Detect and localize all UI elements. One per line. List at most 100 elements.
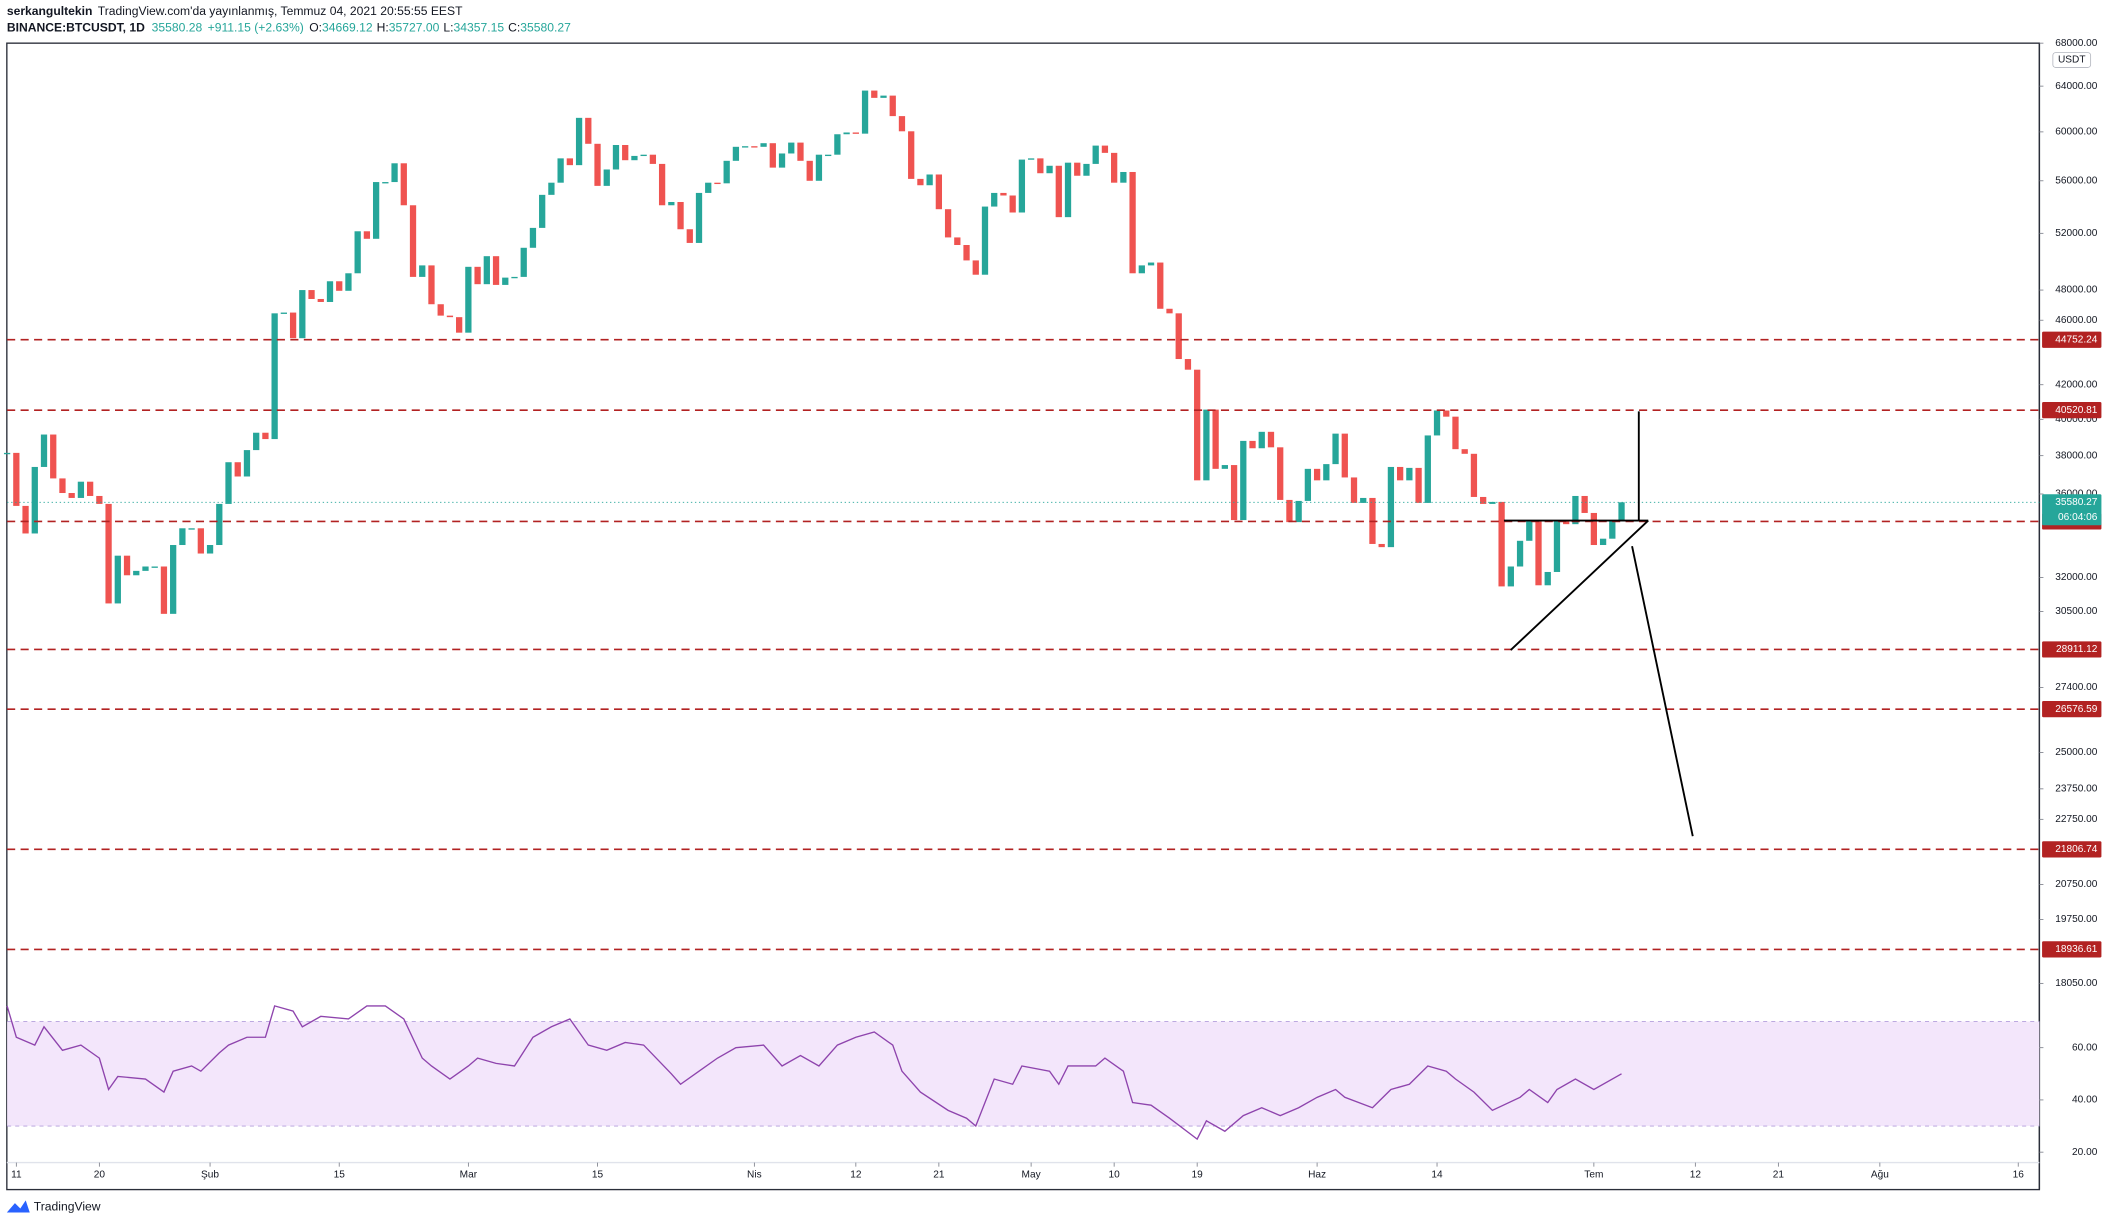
last-price-bg [2042, 494, 2102, 526]
candle [1341, 433, 1348, 478]
candle [1590, 512, 1598, 546]
candle [372, 182, 380, 239]
candle [1304, 468, 1312, 501]
candle [1461, 449, 1468, 454]
y-tick-label: 20750.00 [2055, 879, 2098, 890]
candle [594, 143, 601, 186]
candle [1018, 159, 1026, 213]
candle [50, 434, 57, 479]
candle [262, 432, 269, 440]
candle [723, 160, 730, 184]
candle [13, 452, 20, 506]
candle [409, 205, 417, 277]
candle [1507, 566, 1514, 587]
x-tick-label: Haz [1308, 1169, 1326, 1180]
level-label: 21806.74 [2055, 844, 2098, 855]
author: serkangultekin [7, 4, 93, 18]
x-tick-label: 19 [1192, 1169, 1204, 1180]
candle [1221, 465, 1228, 469]
candle [1074, 162, 1081, 176]
candle [1000, 192, 1007, 196]
x-tick-label: 15 [334, 1169, 346, 1180]
candle [1470, 453, 1478, 497]
y-tick-label: 19750.00 [2055, 914, 2098, 925]
logo-mark [6, 1200, 30, 1213]
candle [880, 95, 887, 98]
candle [1166, 308, 1173, 314]
candle [1544, 571, 1551, 586]
annotation-drawing [1503, 411, 1694, 837]
y-tick-label: 36000.00 [2055, 489, 2098, 500]
candle [1064, 162, 1072, 218]
candle [1553, 520, 1561, 572]
level-label: 40520.81 [2055, 405, 2098, 416]
x-tick-label: Tem [1584, 1169, 1603, 1180]
candle [1535, 521, 1542, 586]
candle [788, 142, 795, 154]
rsi-band [7, 1021, 2040, 1127]
price: 35580.28 [152, 21, 203, 35]
candle [649, 154, 657, 164]
candle [760, 143, 767, 147]
candle [419, 265, 426, 277]
y-tick-label: 52000.00 [2055, 228, 2098, 239]
candle [1516, 540, 1524, 567]
candle [1175, 313, 1182, 360]
x-tick-label: 14 [1431, 1169, 1443, 1180]
candle [363, 231, 371, 239]
candle [834, 134, 841, 155]
ohlc-value: 35580.27 [520, 21, 571, 35]
candle [732, 146, 740, 161]
currency: USDT [2058, 55, 2086, 66]
y-tick-label: 68000.00 [2055, 38, 2098, 49]
candle [1443, 410, 1450, 417]
candle [253, 432, 260, 451]
candle [1360, 497, 1367, 503]
candle [1230, 465, 1238, 521]
candle [437, 304, 444, 316]
x-tick-label: 12 [1690, 1169, 1702, 1180]
triangle-support [1510, 519, 1649, 651]
candle [492, 256, 500, 285]
level-label-bg [2042, 701, 2102, 718]
y-tick-label: 64000.00 [2055, 81, 2098, 92]
candle [160, 566, 168, 614]
candle [871, 90, 878, 98]
candle [714, 182, 721, 185]
candle [1212, 409, 1219, 469]
candle [151, 566, 158, 568]
candle [1572, 495, 1579, 525]
candle [1526, 521, 1533, 541]
ohlc-label: O: [309, 21, 322, 35]
header-line-1: serkangultekin TradingView.com'da yayınla… [7, 4, 463, 18]
candle [1111, 152, 1118, 183]
x-tick-label: 16 [2013, 1169, 2025, 1180]
y-tick-label: 38000.00 [2055, 450, 2098, 461]
candle [677, 201, 684, 230]
candle [658, 163, 666, 206]
target-projection [1631, 546, 1694, 837]
level-label-bg [2042, 641, 2102, 658]
candle [631, 155, 638, 161]
candle [944, 209, 952, 238]
candle [1480, 496, 1487, 504]
candle [114, 555, 121, 604]
candle [815, 154, 823, 181]
candle [1258, 431, 1265, 449]
candle [981, 206, 989, 275]
candle [852, 132, 859, 134]
published: TradingView.com'da yayınlanmış, Temmuz 0… [98, 4, 463, 18]
candle [511, 276, 518, 279]
candle [271, 313, 278, 440]
candle [797, 142, 804, 161]
candle [354, 231, 361, 274]
candle [1138, 265, 1145, 274]
candle [1599, 538, 1607, 546]
candle [1433, 410, 1441, 436]
rsi-tick-label: 40.00 [2072, 1095, 2098, 1106]
candle [68, 493, 75, 498]
candle [308, 290, 315, 299]
candle [289, 312, 297, 339]
candle [197, 528, 204, 554]
candle [963, 245, 970, 261]
